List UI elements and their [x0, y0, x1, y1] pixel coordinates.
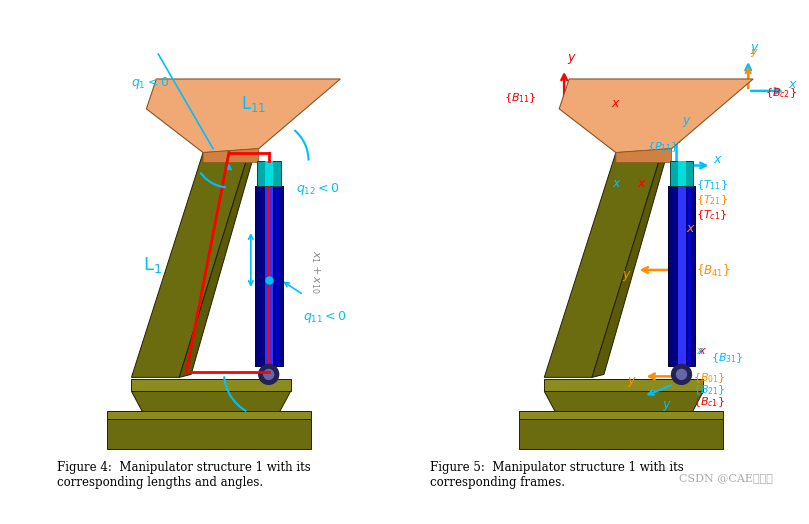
Text: $\{P_{11}\}$: $\{P_{11}\}$ [646, 140, 679, 155]
Text: $y$: $y$ [750, 42, 760, 56]
Polygon shape [255, 187, 282, 366]
Polygon shape [544, 152, 662, 377]
Text: $\{B_{01}\}$: $\{B_{01}\}$ [693, 372, 726, 385]
Text: $q_1<0$: $q_1<0$ [131, 75, 170, 91]
Polygon shape [203, 149, 259, 162]
Circle shape [676, 369, 687, 379]
Text: $q_{11}<0$: $q_{11}<0$ [303, 309, 346, 325]
Text: $\{T_{21}\}$: $\{T_{21}\}$ [697, 193, 728, 207]
Text: $y$: $y$ [681, 115, 692, 129]
Bar [275, 187, 278, 366]
Polygon shape [519, 419, 723, 449]
Text: $x$: $x$ [687, 222, 697, 235]
Polygon shape [180, 149, 256, 377]
Text: $x$: $x$ [637, 178, 646, 190]
Bar [670, 160, 693, 187]
Text: $x$: $x$ [611, 97, 621, 110]
Bar [688, 187, 692, 366]
Text: $y$: $y$ [622, 269, 632, 283]
Bar [678, 187, 685, 366]
Text: $\{B_{21}\}$: $\{B_{21}\}$ [693, 384, 726, 397]
Polygon shape [667, 187, 696, 366]
Text: $\mathrm{L_1}$: $\mathrm{L_1}$ [143, 255, 163, 275]
Text: $x$: $x$ [714, 152, 723, 166]
Text: $\{T_{11}\}$: $\{T_{11}\}$ [697, 179, 728, 192]
Polygon shape [131, 391, 290, 419]
Circle shape [259, 365, 278, 384]
Bar [265, 187, 273, 366]
Polygon shape [544, 379, 703, 391]
Polygon shape [616, 149, 671, 162]
Polygon shape [519, 411, 723, 419]
Text: $y$: $y$ [567, 52, 577, 66]
Text: $q_{12}<0$: $q_{12}<0$ [295, 181, 340, 198]
Polygon shape [131, 152, 249, 377]
Polygon shape [146, 79, 341, 152]
Polygon shape [107, 411, 311, 419]
Text: $x$: $x$ [788, 78, 798, 91]
Circle shape [671, 365, 692, 384]
Text: $\{B_{31}\}$: $\{B_{31}\}$ [711, 352, 744, 365]
Text: $\{B_{11}\}$: $\{B_{11}\}$ [505, 91, 537, 105]
Circle shape [264, 369, 273, 379]
Bar [678, 160, 685, 187]
Polygon shape [203, 149, 256, 152]
Text: $\{B_{c1}\}$: $\{B_{c1}\}$ [693, 395, 726, 409]
Polygon shape [131, 379, 290, 391]
Bar [265, 160, 273, 187]
Polygon shape [559, 79, 753, 152]
Text: $x$: $x$ [697, 345, 705, 355]
Text: $y$: $y$ [662, 399, 671, 413]
Polygon shape [616, 149, 668, 152]
Text: $y$: $y$ [750, 47, 759, 59]
Text: $\{B_{41}\}$: $\{B_{41}\}$ [697, 263, 731, 279]
Polygon shape [107, 419, 311, 449]
Text: $\mathrm{L_{11}}$: $\mathrm{L_{11}}$ [241, 94, 266, 114]
Text: Figure 4:  Manipulator structure 1 with its
corresponding lengths and angles.: Figure 4: Manipulator structure 1 with i… [57, 461, 311, 489]
Text: $y$: $y$ [627, 375, 637, 389]
Text: $\{B_{c2}\}$: $\{B_{c2}\}$ [765, 86, 797, 100]
Text: $x$: $x$ [612, 178, 622, 190]
Text: $\{T_{c1}\}$: $\{T_{c1}\}$ [697, 209, 727, 222]
Text: CSDN @CAE工作者: CSDN @CAE工作者 [679, 473, 773, 483]
Polygon shape [544, 391, 703, 419]
Text: $x_1+x_{10}$: $x_1+x_{10}$ [308, 250, 321, 293]
Text: Figure 5:  Manipulator structure 1 with its
corresponding frames.: Figure 5: Manipulator structure 1 with i… [430, 461, 684, 489]
Polygon shape [592, 149, 668, 377]
Text: $x$: $x$ [698, 345, 707, 355]
Bar [256, 160, 281, 187]
